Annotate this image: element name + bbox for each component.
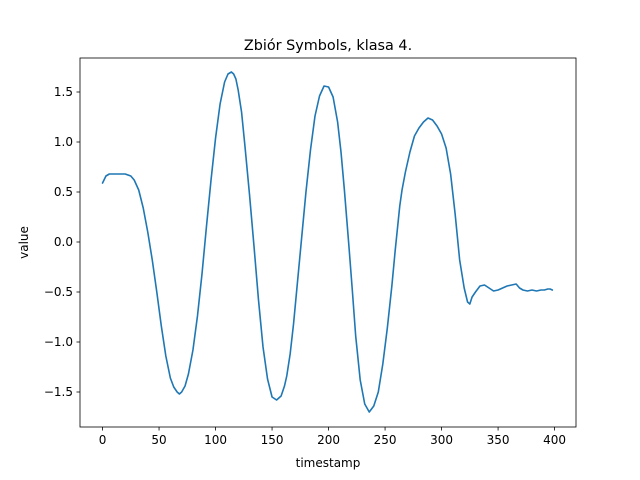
series-line bbox=[101, 71, 554, 413]
y-tick-label: 0.5 bbox=[54, 185, 73, 199]
y-axis-label: value bbox=[17, 226, 31, 259]
plot-area bbox=[80, 58, 576, 427]
x-tick-label: 200 bbox=[317, 433, 340, 447]
x-tick-label: 400 bbox=[543, 433, 566, 447]
y-tick-label: 0.0 bbox=[54, 235, 73, 249]
y-axis-ticks: −1.5 −1.0 −0.5 0.0 0.5 1.0 1.5 bbox=[44, 85, 80, 399]
y-tick-label: −0.5 bbox=[44, 285, 73, 299]
x-tick-label: 50 bbox=[151, 433, 166, 447]
x-tick-label: 150 bbox=[261, 433, 284, 447]
x-tick-label: 100 bbox=[204, 433, 227, 447]
x-tick-label: 300 bbox=[430, 433, 453, 447]
x-tick-label: 250 bbox=[374, 433, 397, 447]
y-tick-label: 1.5 bbox=[54, 85, 73, 99]
plot-frame bbox=[79, 57, 577, 428]
x-tick-label: 0 bbox=[99, 433, 107, 447]
y-tick-label: −1.0 bbox=[44, 335, 73, 349]
y-tick-label: −1.5 bbox=[44, 385, 73, 399]
x-axis-ticks: 0 50 100 150 200 250 300 350 400 bbox=[99, 427, 566, 447]
chart-title: Zbiór Symbols, klasa 4. bbox=[244, 38, 412, 54]
x-tick-label: 350 bbox=[487, 433, 510, 447]
x-axis-label: timestamp bbox=[296, 456, 361, 470]
y-tick-label: 1.0 bbox=[54, 135, 73, 149]
